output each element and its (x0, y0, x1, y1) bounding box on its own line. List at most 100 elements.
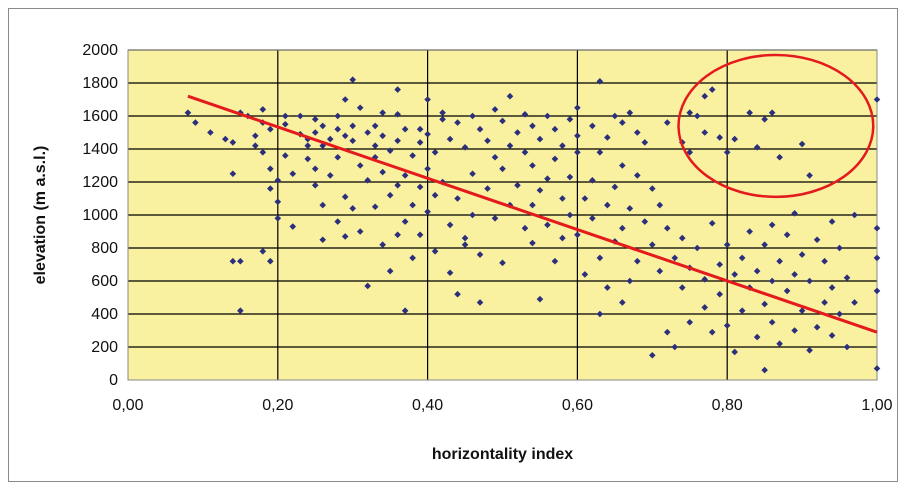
data-point (634, 172, 641, 179)
data-point (416, 125, 424, 133)
data-point (559, 234, 566, 242)
data-point (723, 322, 731, 329)
data-point (267, 165, 274, 173)
data-point (529, 239, 536, 247)
data-point (521, 149, 529, 156)
data-point (813, 236, 821, 244)
data-point (334, 125, 342, 133)
data-point (311, 165, 319, 173)
data-point (641, 218, 649, 225)
data-point (873, 287, 881, 295)
data-point (678, 234, 686, 242)
data-point (394, 111, 401, 118)
data-point (604, 284, 611, 291)
data-point (701, 92, 709, 100)
data-point (476, 299, 484, 306)
data-point (184, 109, 192, 116)
data-point (281, 152, 289, 159)
data-point (356, 104, 364, 112)
data-point (693, 244, 701, 252)
data-point (604, 134, 611, 141)
data-point (708, 86, 716, 93)
data-point (469, 112, 476, 120)
data-point (544, 221, 551, 229)
data-point (311, 182, 319, 189)
data-point (237, 257, 244, 265)
data-point (873, 224, 881, 232)
data-point (469, 211, 476, 219)
data-point (371, 122, 379, 130)
data-point (499, 165, 506, 173)
data-point (723, 241, 731, 248)
data-point (401, 218, 409, 225)
data-point (686, 109, 694, 116)
data-point (424, 96, 431, 103)
data-point (731, 348, 738, 356)
data-point (536, 186, 544, 194)
data-point (491, 153, 499, 161)
data-point (431, 191, 439, 199)
data-point (791, 210, 798, 217)
data-point (836, 310, 843, 318)
data-point (693, 112, 701, 120)
data-point (776, 340, 783, 347)
data-point (499, 259, 506, 267)
data-point (843, 274, 851, 281)
x-axis-title: horizontality index (432, 446, 573, 463)
data-point (386, 191, 394, 199)
data-point (828, 218, 836, 225)
data-point (619, 224, 626, 232)
data-point (409, 152, 416, 159)
data-point (671, 343, 679, 351)
data-point (783, 231, 791, 239)
data-point (589, 177, 596, 184)
data-point (708, 328, 716, 336)
data-point (289, 170, 297, 178)
data-point (836, 244, 843, 252)
data-point (656, 201, 664, 209)
data-point (559, 195, 566, 202)
data-point (753, 144, 761, 151)
data-point (424, 165, 431, 173)
data-point (304, 155, 312, 163)
data-point (252, 142, 259, 149)
data-point (424, 130, 431, 138)
data-point (476, 125, 484, 133)
data-point (311, 129, 319, 136)
data-point (237, 307, 244, 314)
data-point (267, 257, 274, 265)
data-point (663, 224, 671, 232)
data-point (551, 125, 559, 133)
data-point (649, 185, 656, 192)
y-tick-label: 2000 (82, 42, 118, 59)
x-tick-label: 1,00 (861, 397, 892, 414)
data-point (663, 119, 671, 126)
x-tick-label: 0,80 (712, 397, 743, 414)
data-point (334, 218, 342, 225)
y-tick-label: 600 (91, 273, 118, 290)
data-point (791, 327, 798, 334)
data-point (634, 129, 641, 136)
data-point (873, 254, 881, 262)
data-point (574, 149, 581, 156)
data-point (566, 211, 574, 219)
data-point (491, 215, 499, 222)
data-point (596, 310, 604, 318)
data-point (349, 205, 356, 212)
data-point (641, 139, 649, 146)
data-point (686, 318, 694, 326)
data-point (484, 137, 491, 145)
data-point (521, 224, 529, 232)
data-point (461, 144, 469, 151)
data-point (491, 106, 499, 113)
data-point (873, 96, 881, 103)
data-point (626, 205, 634, 212)
data-point (619, 299, 626, 306)
data-point (746, 228, 753, 235)
data-point (229, 139, 237, 146)
data-point (806, 277, 813, 285)
data-point (761, 366, 768, 374)
data-point (394, 137, 401, 145)
x-tick-label: 0,40 (412, 397, 443, 414)
